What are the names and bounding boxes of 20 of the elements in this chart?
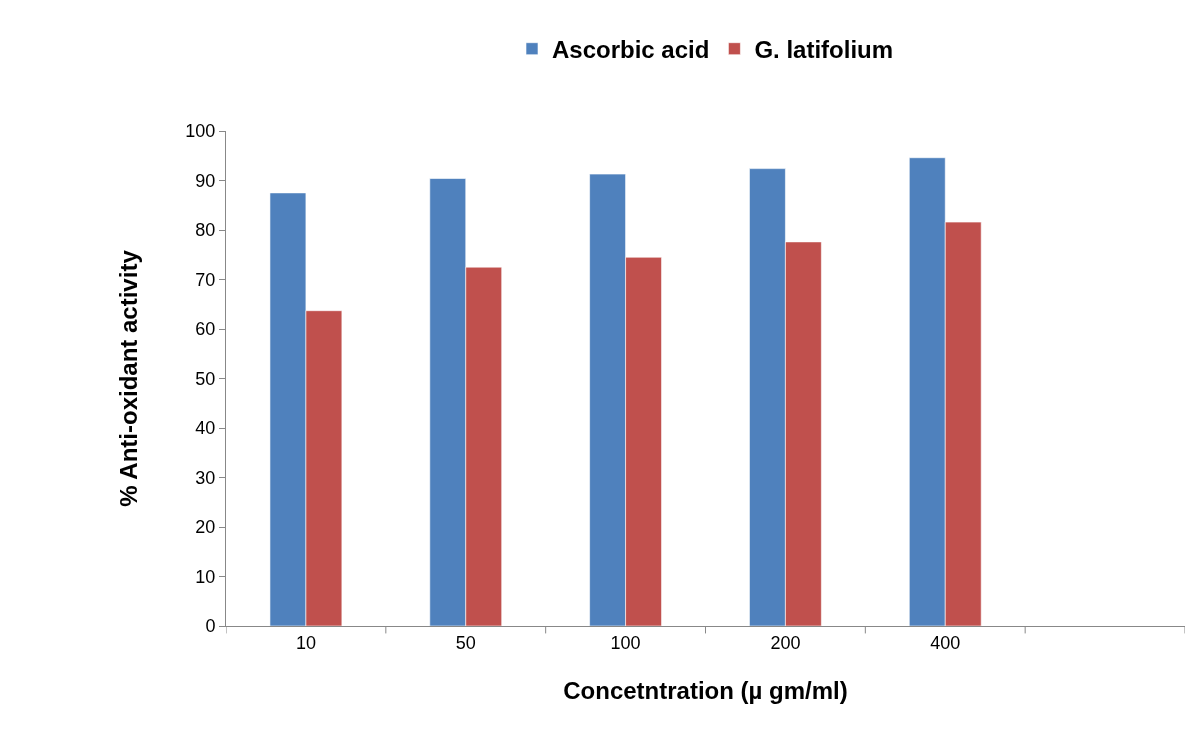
y-axis-title: % Anti-oxidant activity [115, 249, 143, 507]
y-tick-label: 10 [195, 566, 216, 587]
y-tick-label: 80 [195, 220, 216, 241]
legend-label: Ascorbic acid [552, 36, 710, 64]
y-tick-label: 60 [195, 319, 216, 340]
y-tick-label: 90 [195, 170, 216, 191]
y-tick-label: 100 [185, 121, 216, 142]
x-tick-label: 400 [930, 632, 961, 653]
x-tick-label: 200 [770, 632, 801, 653]
y-tick-label: 70 [195, 269, 216, 290]
x-tick-label: 50 [455, 632, 476, 653]
x-tick-label: 10 [295, 632, 316, 653]
y-tick-label: 0 [205, 616, 216, 637]
x-tick-label: 100 [610, 632, 641, 653]
legend-label: G. latifolium [754, 36, 894, 64]
y-tick-label: 20 [195, 517, 216, 538]
y-tick-label: 40 [195, 418, 216, 439]
y-tick-label: 30 [195, 467, 216, 488]
y-tick-label: 50 [195, 368, 216, 389]
x-axis-title: Concetntration (µ gm/ml) [563, 676, 848, 704]
